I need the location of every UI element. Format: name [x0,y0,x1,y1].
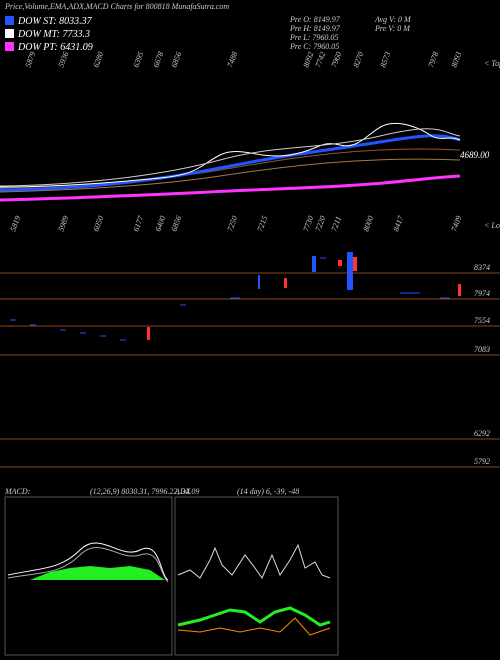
legend-entry: DOW ST: 8033.37 [17,16,93,27]
macd-plot [7,542,169,583]
adx-panel [174,496,339,656]
info-text: Pre C: 7960.05 [289,42,339,51]
level-label: 6292 [474,429,490,438]
macd-params: (12,26,9) 8030.31, 7996.22, 34.09 [90,487,199,496]
title: Price,Volume,EMA,ADX,MACD Charts for 800… [4,2,229,11]
legend-entry: DOW MT: 7733.3 [17,29,90,40]
info-text: Pre V: 0 M [374,24,411,33]
level-label: 8374 [474,263,490,272]
level-label: 7974 [474,289,490,298]
last-price: 4689.00 [460,150,490,160]
tops-label: < Tops [484,59,500,68]
adx-params: (14 day) 6, -39, -48 [237,487,299,496]
levels: 8374 7974 7554 7083 6292 5792 [0,263,500,468]
legend-entry: DOW PT: 6431.09 [17,42,93,53]
info-text: Pre O: 8149.97 [289,15,341,24]
price-lines [0,122,461,202]
level-label: 5792 [474,457,490,466]
info-text: Avg V: 0 M [374,15,412,24]
legend-swatch [5,16,14,25]
level-label: 7554 [474,316,490,325]
level-label: 7083 [474,345,490,354]
adx-label: ADX [174,487,192,496]
adx-plot [177,543,331,636]
candles [10,252,461,341]
legend-swatch [5,42,14,51]
lows-label: < Lows [484,221,500,230]
legend-swatch [5,29,14,38]
info-text: Pre H: 8149.97 [289,24,341,33]
info-text: Pre L: 7960.05 [289,33,338,42]
macd-label: MACD: [4,487,31,496]
